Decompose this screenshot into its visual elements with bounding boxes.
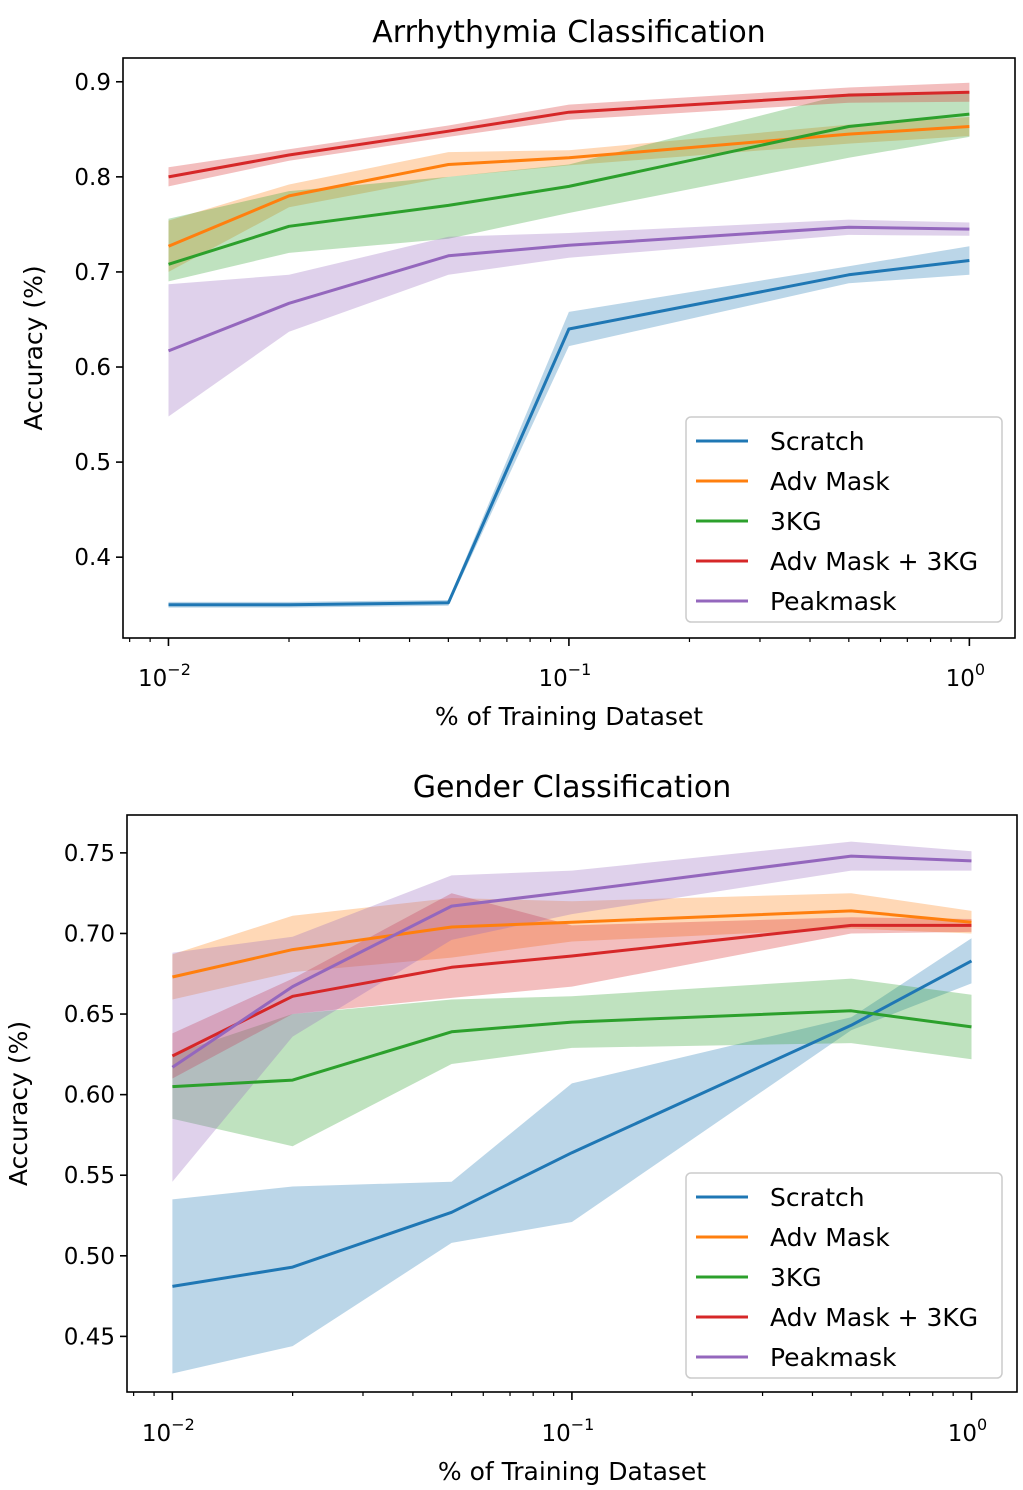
y-tick-label: 0.60 — [64, 1083, 115, 1109]
band-peakmask — [172, 841, 972, 1182]
y-tick-label: 0.9 — [74, 70, 111, 96]
band-3kg — [172, 978, 972, 1147]
y-tick-label: 0.55 — [64, 1163, 115, 1189]
y-axis-ticks: 0.45 0.50 0.55 0.60 0.65 0.70 0.75 — [64, 841, 127, 1350]
series-line-peakmask — [167, 225, 970, 353]
legend-box — [685, 416, 1003, 623]
legend-item-scratch: Scratch — [696, 427, 865, 456]
y-tick-label: 0.4 — [74, 545, 111, 571]
legend-item-scratch: Scratch — [696, 1183, 865, 1212]
legend-label: Adv Mask — [770, 1223, 890, 1252]
legend-label: Peakmask — [770, 587, 897, 616]
series-line-scratch — [168, 259, 970, 607]
x-axis-label: % of Training Dataset — [438, 1457, 706, 1486]
y-tick-label: 0.8 — [74, 165, 111, 191]
band-scratch — [168, 246, 970, 608]
legend: Scratch Adv Mask 3KG Adv Mask + 3KG Peakmask — [685, 416, 1003, 623]
y-tick-label: 0.70 — [64, 921, 115, 947]
x-tick-label: 10−2 — [142, 1415, 195, 1447]
legend-label: Adv Mask — [770, 467, 890, 496]
y-tick-label: 0.65 — [64, 1002, 115, 1028]
x-tick-label: 10−2 — [138, 660, 191, 692]
confidence-bands — [172, 841, 972, 1374]
legend-item-adv-mask-3kg: Adv Mask + 3KG — [696, 547, 978, 576]
band-peakmask — [168, 219, 970, 417]
legend-item-adv-mask: Adv Mask — [696, 1223, 890, 1252]
gender-chart: Gender Classification 0.45 0.50 0.55 0.60 0.6… — [4, 770, 1018, 1486]
legend-label: Peakmask — [770, 1343, 897, 1372]
y-tick-label: 0.45 — [64, 1324, 115, 1350]
y-tick-label: 0.50 — [64, 1244, 115, 1270]
legend-item-3kg: 3KG — [696, 507, 822, 536]
y-tick-label: 0.6 — [74, 355, 111, 381]
legend-item-adv-mask-3kg: Adv Mask + 3KG — [696, 1303, 978, 1332]
band-adv-mask — [172, 893, 972, 1000]
legend-item-peakmask: Peakmask — [696, 1343, 897, 1372]
series-line-3kg — [168, 112, 970, 266]
legend-label: 3KG — [770, 1263, 822, 1292]
series-line-adv-mask-3kg — [168, 90, 970, 179]
x-tick-label: 10−1 — [538, 660, 591, 692]
series-line-adv-mask — [167, 125, 970, 248]
y-tick-label: 0.5 — [74, 450, 111, 476]
y-axis-ticks: 0.4 0.5 0.6 0.7 0.8 0.9 — [74, 70, 123, 571]
legend-label: Scratch — [770, 427, 865, 456]
x-tick-label: 10−1 — [541, 1415, 594, 1447]
series-line-adv-mask — [172, 909, 972, 979]
series-line-adv-mask-3kg — [171, 923, 972, 1058]
series-lines — [167, 90, 970, 607]
x-axis-ticks: 10−2 10−1 100 — [133, 1392, 987, 1447]
legend-label: Adv Mask + 3KG — [770, 547, 978, 576]
legend: Scratch Adv Mask 3KG Adv Mask + 3KG Peakmask — [685, 1172, 1003, 1379]
chart-title: Gender Classification — [413, 770, 732, 805]
x-axis-label: % of Training Dataset — [435, 702, 703, 731]
chart-title: Arrhythymia Classification — [372, 15, 765, 50]
legend-item-3kg: 3KG — [696, 1263, 822, 1292]
band-scratch — [172, 938, 972, 1374]
legend-item-adv-mask: Adv Mask — [696, 467, 890, 496]
y-axis-label: Accuracy (%) — [19, 265, 48, 430]
y-tick-label: 0.7 — [74, 260, 111, 286]
legend-label: Scratch — [770, 1183, 865, 1212]
legend-label: Adv Mask + 3KG — [770, 1303, 978, 1332]
legend-box — [685, 1172, 1003, 1379]
legend-label: 3KG — [770, 507, 822, 536]
y-axis-label: Accuracy (%) — [4, 1021, 33, 1186]
legend-item-peakmask: Peakmask — [696, 587, 897, 616]
x-tick-label: 100 — [946, 660, 985, 692]
series-line-3kg — [172, 1009, 972, 1089]
y-tick-label: 0.75 — [64, 841, 115, 867]
series-line-peakmask — [171, 854, 972, 1069]
series-lines — [171, 854, 973, 1288]
x-tick-label: 100 — [948, 1415, 987, 1447]
arrhythmia-chart: Arrhythymia Classification0.40.50.60.70.… — [19, 15, 1016, 731]
x-axis-ticks: 10−2 10−1 100 — [129, 638, 985, 692]
